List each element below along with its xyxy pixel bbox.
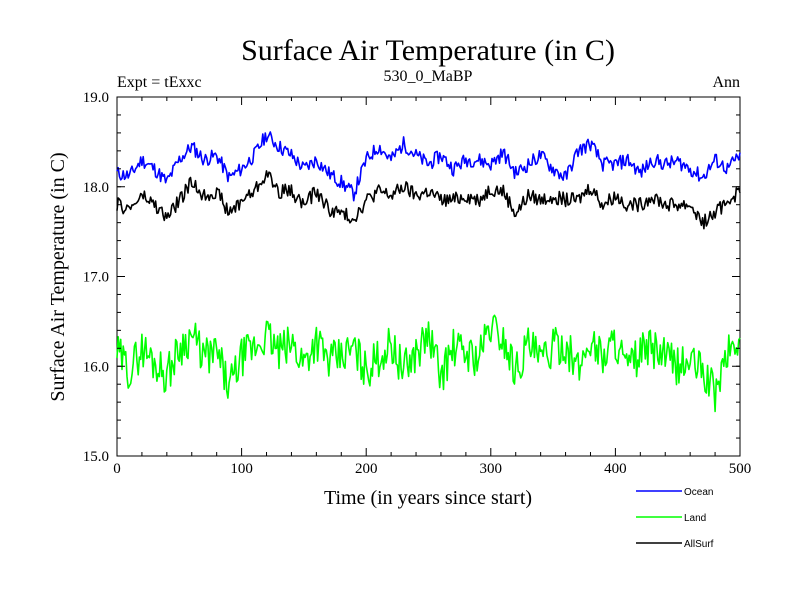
period-label: 530_0_MaBP bbox=[384, 68, 473, 85]
x-tick-label: 100 bbox=[230, 461, 253, 477]
legend-label-allsurf: AllSurf bbox=[684, 539, 714, 550]
x-tick-label: 200 bbox=[355, 461, 378, 477]
axis-layer: 0 100 200 300 400 500 15.0 16.0 17.0 18.0 19.0 bbox=[83, 90, 752, 477]
series-layer bbox=[116, 131, 741, 413]
experiment-label: Expt = tExxc bbox=[117, 74, 202, 91]
y-axis-label: Surface Air Temperature (in C) bbox=[47, 152, 69, 401]
x-tick-label: 500 bbox=[729, 461, 752, 477]
series-line-land bbox=[116, 314, 741, 413]
x-tick-label: 300 bbox=[480, 461, 503, 477]
legend: Ocean Land AllSurf bbox=[636, 487, 714, 550]
chart-title: Surface Air Temperature (in C) bbox=[241, 34, 615, 67]
x-axis-label: Time (in years since start) bbox=[324, 487, 532, 509]
series-line-allsurf bbox=[116, 170, 741, 230]
y-tick-label: 17.0 bbox=[83, 270, 109, 286]
y-tick-label: 18.0 bbox=[83, 180, 109, 196]
series-line-ocean bbox=[116, 131, 741, 202]
y-tick-label: 19.0 bbox=[83, 90, 109, 106]
y-tick-label: 15.0 bbox=[83, 449, 109, 465]
season-label: Ann bbox=[712, 74, 740, 91]
legend-label-land: Land bbox=[684, 513, 706, 524]
y-tick-label: 16.0 bbox=[83, 359, 109, 375]
legend-label-ocean: Ocean bbox=[684, 487, 713, 498]
x-tick-label: 0 bbox=[113, 461, 121, 477]
x-tick-label: 400 bbox=[604, 461, 627, 477]
